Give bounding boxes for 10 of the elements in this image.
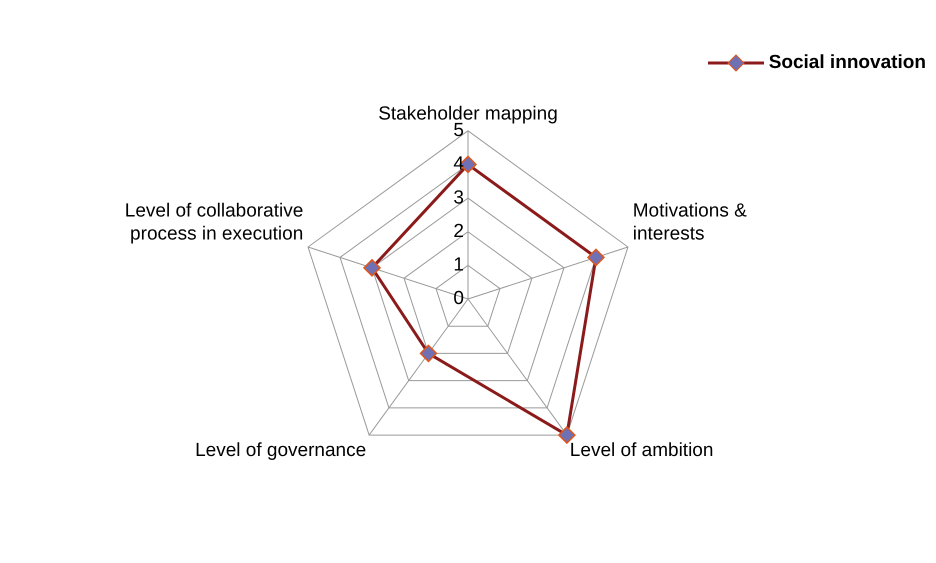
- legend-label: Social innovation: [768, 52, 926, 74]
- y-tick-label: 5: [453, 120, 464, 142]
- spoke-label: Motivations & interests: [632, 200, 748, 244]
- y-tick-label: 1: [453, 254, 464, 276]
- spoke-label: Level of collaborative process in execution: [124, 200, 304, 244]
- y-tick-label: 2: [453, 220, 464, 242]
- spoke-label: Level of ambition: [570, 440, 714, 461]
- y-tick-label: 0: [453, 288, 464, 310]
- spoke-label: Level of governance: [195, 440, 366, 461]
- y-tick-label: 3: [453, 187, 464, 208]
